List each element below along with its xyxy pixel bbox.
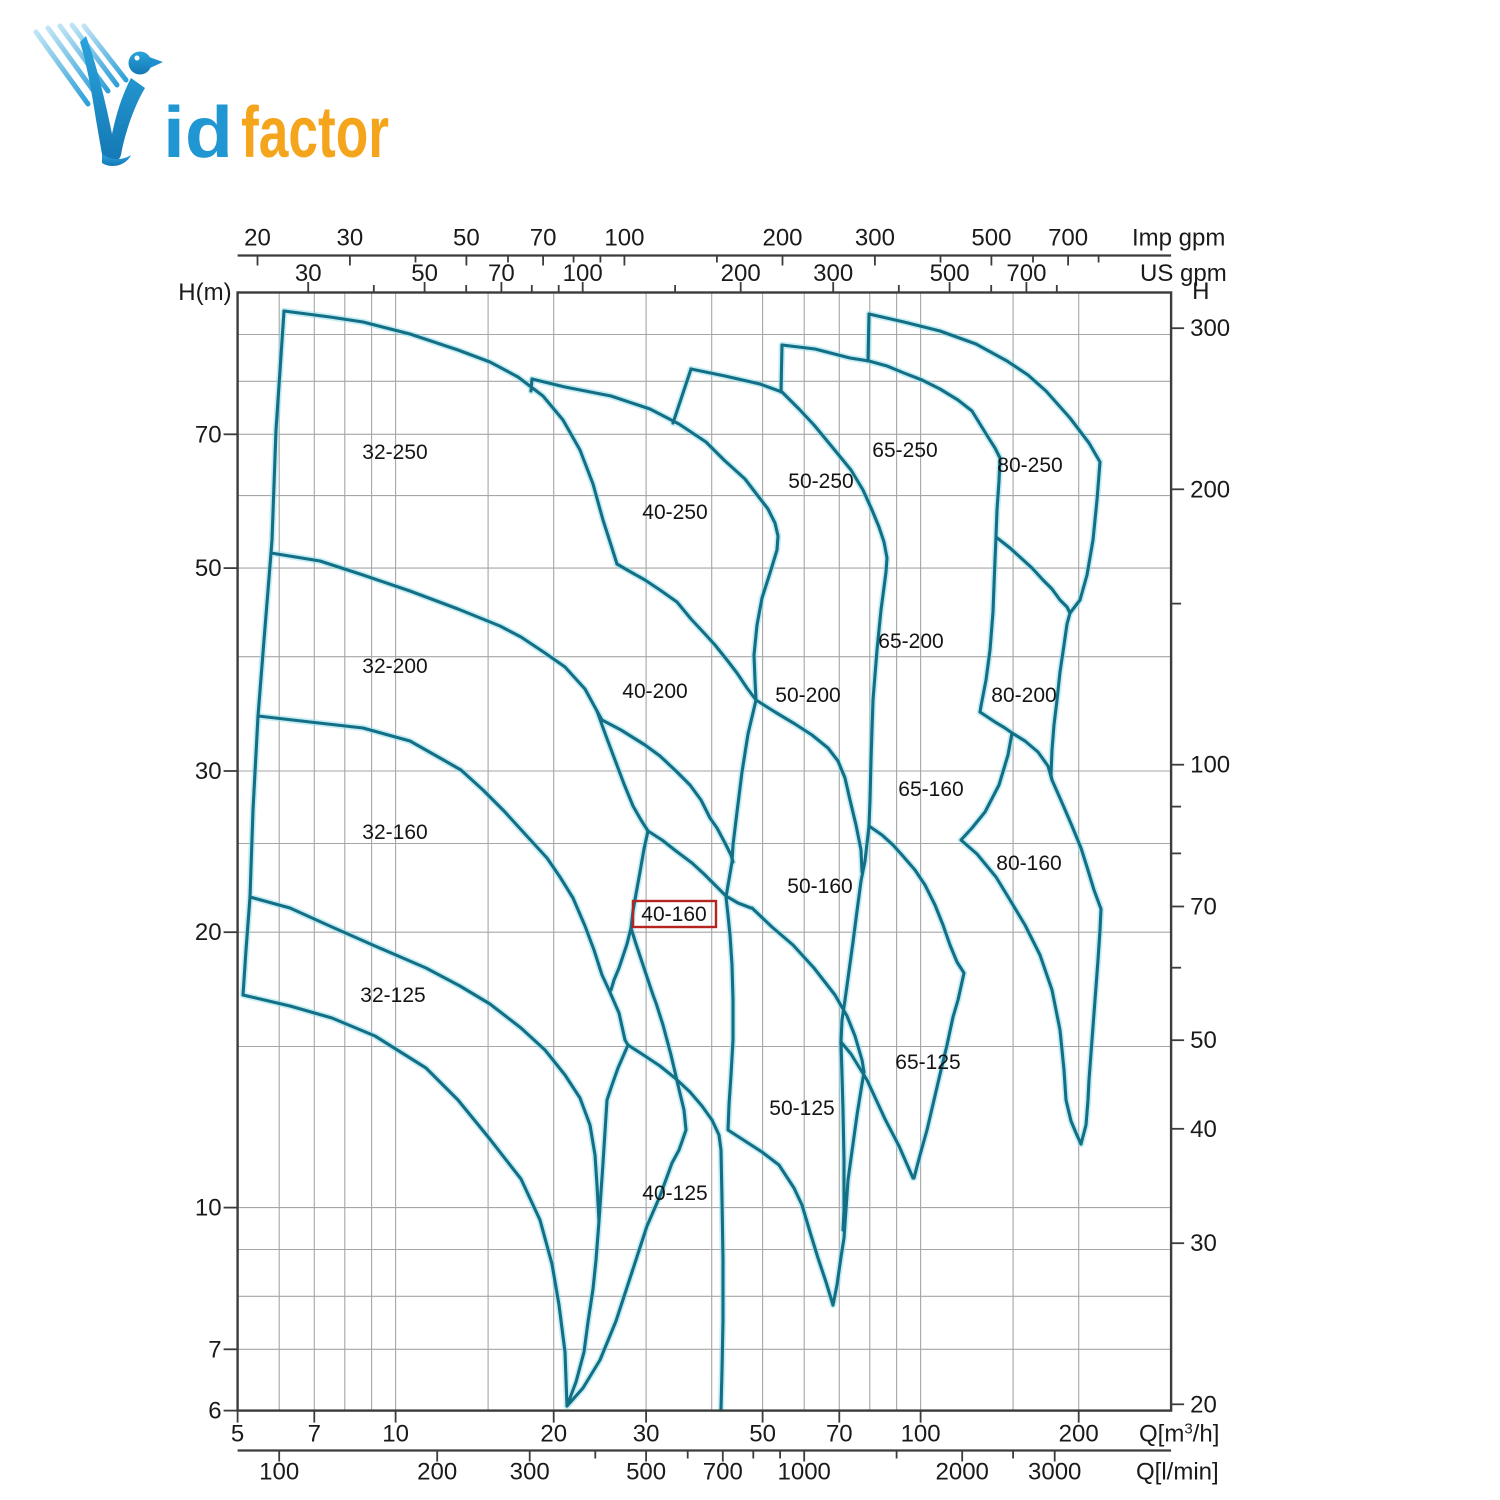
svg-text:300: 300 [1190, 315, 1230, 342]
svg-text:100: 100 [563, 260, 603, 287]
svg-text:Q[l/min]: Q[l/min] [1136, 1459, 1219, 1486]
svg-text:50-160: 50-160 [787, 875, 852, 898]
svg-text:32-250: 32-250 [362, 441, 427, 464]
svg-text:200: 200 [762, 225, 802, 252]
svg-text:70: 70 [488, 260, 515, 287]
svg-text:20: 20 [540, 1421, 567, 1448]
svg-text:30: 30 [337, 225, 364, 252]
svg-text:40-160: 40-160 [641, 903, 706, 926]
svg-text:80-250: 80-250 [997, 454, 1062, 477]
svg-text:30: 30 [633, 1421, 660, 1448]
svg-text:65-200: 65-200 [878, 630, 943, 653]
svg-text:3000: 3000 [1028, 1459, 1081, 1486]
svg-text:6: 6 [208, 1398, 221, 1425]
svg-text:40-250: 40-250 [642, 501, 707, 524]
svg-text:65-125: 65-125 [895, 1051, 960, 1074]
svg-text:100: 100 [1190, 752, 1230, 779]
svg-text:50-250: 50-250 [788, 470, 853, 493]
svg-text:10: 10 [382, 1421, 409, 1448]
svg-text:20: 20 [195, 919, 222, 946]
svg-text:200: 200 [1190, 476, 1230, 503]
svg-text:50: 50 [1190, 1027, 1217, 1054]
svg-text:50: 50 [453, 225, 480, 252]
svg-text:70: 70 [195, 421, 222, 448]
svg-text:20: 20 [1190, 1391, 1217, 1418]
svg-text:80-160: 80-160 [996, 852, 1061, 875]
svg-text:200: 200 [721, 260, 761, 287]
svg-text:7: 7 [308, 1421, 321, 1448]
svg-text:70: 70 [826, 1421, 853, 1448]
svg-text:65-160: 65-160 [898, 778, 963, 801]
svg-text:700: 700 [1006, 260, 1046, 287]
svg-text:200: 200 [1059, 1421, 1099, 1448]
svg-text:500: 500 [971, 225, 1011, 252]
svg-text:500: 500 [930, 260, 970, 287]
svg-text:US gpm: US gpm [1140, 260, 1227, 287]
svg-text:100: 100 [901, 1421, 941, 1448]
svg-text:65-250: 65-250 [872, 439, 937, 462]
svg-text:1000: 1000 [778, 1459, 831, 1486]
svg-text:2000: 2000 [936, 1459, 989, 1486]
svg-text:H(m): H(m) [178, 279, 231, 306]
svg-text:Q[m3/h]: Q[m3/h] [1139, 1421, 1219, 1448]
svg-text:32-160: 32-160 [362, 821, 427, 844]
svg-text:700: 700 [703, 1459, 743, 1486]
svg-text:30: 30 [1190, 1230, 1217, 1257]
svg-text:10: 10 [195, 1195, 222, 1222]
svg-text:200: 200 [417, 1459, 457, 1486]
svg-text:50: 50 [749, 1421, 776, 1448]
svg-text:factor: factor [241, 93, 389, 173]
svg-text:50-125: 50-125 [769, 1097, 834, 1120]
svg-text:300: 300 [855, 225, 895, 252]
svg-text:50: 50 [195, 555, 222, 582]
svg-text:80-200: 80-200 [991, 684, 1056, 707]
svg-text:70: 70 [530, 225, 557, 252]
svg-text:32-125: 32-125 [360, 984, 425, 1007]
svg-text:Imp gpm: Imp gpm [1132, 225, 1225, 252]
svg-text:500: 500 [626, 1459, 666, 1486]
svg-text:100: 100 [259, 1459, 299, 1486]
svg-text:40-125: 40-125 [642, 1182, 707, 1205]
svg-text:40: 40 [1190, 1116, 1217, 1143]
svg-text:100: 100 [604, 225, 644, 252]
svg-text:700: 700 [1048, 225, 1088, 252]
svg-text:20: 20 [244, 225, 271, 252]
svg-text:50-200: 50-200 [775, 684, 840, 707]
svg-text:30: 30 [195, 758, 222, 785]
svg-text:id: id [163, 93, 233, 173]
svg-text:40-200: 40-200 [622, 680, 687, 703]
svg-text:5: 5 [231, 1421, 244, 1448]
svg-text:H: H [1192, 278, 1209, 305]
svg-text:32-200: 32-200 [362, 655, 427, 678]
svg-text:70: 70 [1190, 894, 1217, 921]
svg-text:300: 300 [510, 1459, 550, 1486]
svg-text:7: 7 [208, 1336, 221, 1363]
svg-text:30: 30 [295, 260, 322, 287]
svg-text:300: 300 [813, 260, 853, 287]
svg-text:50: 50 [411, 260, 438, 287]
